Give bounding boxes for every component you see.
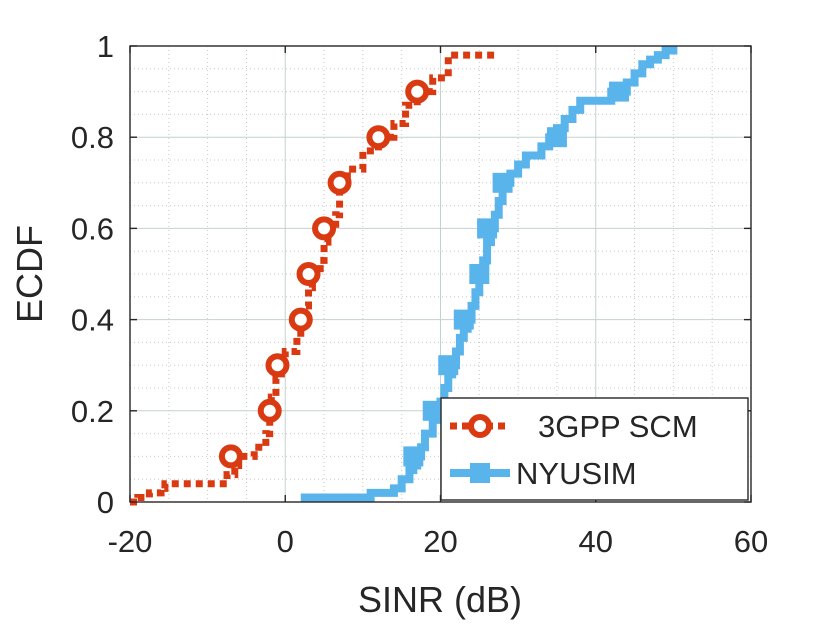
legend-entry-nyusim: NYUSIM (450, 456, 637, 491)
legend: 3GPP SCM NYUSIM (440, 397, 749, 501)
data-point-nyusim (403, 446, 424, 467)
data-point-3gpp-scm (265, 353, 290, 378)
x-tick-label: -20 (108, 524, 153, 559)
data-point-3gpp-scm (296, 262, 321, 286)
data-point-3gpp-scm (405, 79, 430, 104)
y-tick-label: 0.6 (71, 211, 114, 246)
data-point-nyusim (492, 172, 513, 193)
x-tick-label: 60 (734, 524, 768, 559)
y-axis-label: ECDF (9, 225, 50, 323)
legend-entry-3gpp-scm: 3GPP SCM (450, 409, 698, 444)
x-axis-label: SINR (dB) (358, 579, 522, 620)
y-tick-label: 0.4 (71, 303, 114, 338)
legend-marker-nyusim (470, 463, 490, 483)
y-tick-label: 0.2 (71, 394, 114, 429)
x-tick-label: 40 (579, 524, 613, 559)
data-point-3gpp-scm (257, 398, 282, 423)
y-tick-label: 0.8 (71, 120, 114, 155)
data-point-3gpp-scm (312, 216, 337, 241)
data-point-3gpp-scm (327, 170, 352, 195)
data-point-nyusim (422, 400, 443, 421)
data-point-nyusim (546, 127, 567, 148)
legend-label-nyusim: NYUSIM (516, 456, 637, 491)
y-tick-label: 1 (97, 29, 114, 64)
y-tick-labels: 0 0.2 0.4 0.6 0.8 1 (71, 29, 114, 520)
series-layer (130, 46, 678, 506)
y-tick-label: 0 (97, 485, 114, 520)
legend-box (440, 397, 749, 501)
x-tick-label: 20 (423, 524, 457, 559)
data-point-nyusim (438, 355, 459, 376)
data-point-nyusim (609, 81, 630, 102)
data-point-3gpp-scm (366, 125, 391, 150)
data-point-nyusim (469, 264, 490, 284)
data-point-nyusim (453, 309, 474, 330)
data-point-3gpp-scm (288, 307, 313, 332)
x-tick-labels: -20 0 20 40 60 (108, 524, 769, 559)
data-point-nyusim (477, 218, 498, 239)
x-tick-label: 0 (277, 524, 294, 559)
legend-label-3gpp-scm: 3GPP SCM (538, 409, 698, 444)
legend-marker-3gpp-scm (468, 414, 492, 438)
data-point-3gpp-scm (218, 444, 243, 469)
plot-area-frame (129, 45, 752, 503)
